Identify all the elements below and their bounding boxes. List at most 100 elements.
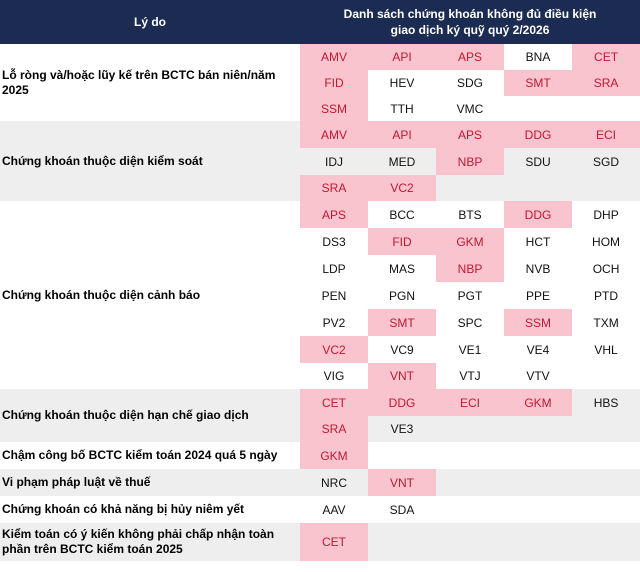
- empty-cell: [436, 442, 504, 469]
- ticker-cell: CET: [300, 523, 368, 561]
- reason-cell: Chứng khoán thuộc diện cảnh báo: [0, 201, 300, 389]
- table-row: PEN PGN PGT PPE PTD: [0, 282, 640, 309]
- ticker-cell: NRC: [300, 469, 368, 496]
- empty-cell: [572, 469, 640, 496]
- ticker-cell: DS3: [300, 228, 368, 255]
- empty-cell: [504, 469, 572, 496]
- ticker-cell: PGT: [436, 282, 504, 309]
- ticker-cell: VC2: [368, 175, 436, 201]
- ticker-cell: DDG: [504, 121, 572, 148]
- empty-cell: [436, 416, 504, 442]
- empty-cell: [368, 442, 436, 469]
- ticker-cell: TTH: [368, 96, 436, 121]
- ticker-cell: SPC: [436, 309, 504, 336]
- ticker-cell: LDP: [300, 255, 368, 282]
- list-header-line-1: Danh sách chứng khoán không đủ điều kiện: [343, 7, 597, 21]
- ticker-cell: GKM: [504, 389, 572, 416]
- ticker-cell: HEV: [368, 70, 436, 96]
- table-row: Chứng khoán có khả năng bị hủy niêm yết A…: [0, 496, 640, 523]
- table-row: Chứng khoán thuộc diện hạn chế giao dịch…: [0, 389, 640, 442]
- ticker-cell: PTD: [572, 282, 640, 309]
- ticker-cell: APS: [300, 201, 368, 228]
- ticker-cell: SSM: [300, 96, 368, 121]
- ticker-cell: FID: [300, 70, 368, 96]
- table-row: FID HEV SDG SMT SRA: [0, 70, 640, 96]
- ticker-cell: NBP: [436, 255, 504, 282]
- empty-cell: [572, 523, 640, 561]
- table-row: VIG VNT VTJ VTV: [0, 363, 640, 389]
- table-row: SRA VC2: [0, 175, 640, 201]
- empty-cell: [504, 416, 572, 442]
- ticker-cell: VMC: [436, 96, 504, 121]
- ticker-cell: NVB: [504, 255, 572, 282]
- table-row: Chậm công bố BCTC kiểm toán 2024 quá 5 n…: [0, 442, 640, 469]
- table-body: Lỗ ròng và/hoặc lũy kế trên BCTC bán niê…: [0, 44, 640, 561]
- empty-cell: [368, 523, 436, 561]
- table-row: Chứng khoán thuộc diện cảnh báo APS BCC BTS…: [0, 201, 640, 389]
- ticker-cell: SSM: [504, 309, 572, 336]
- reason-cell: Lỗ ròng và/hoặc lũy kế trên BCTC bán niê…: [0, 44, 300, 121]
- table-row: Chứng khoán thuộc diện kiểm soát AMV API AP…: [0, 121, 640, 201]
- ticker-cell: SRA: [300, 175, 368, 201]
- table-header-row: Lý do Danh sách chứng khoán không đủ điề…: [0, 0, 640, 44]
- ticker-cell: MAS: [368, 255, 436, 282]
- ticker-cell: BTS: [436, 201, 504, 228]
- empty-cell: [504, 523, 572, 561]
- ticker-cell: SRA: [300, 416, 368, 442]
- ticker-cell: IDJ: [300, 148, 368, 175]
- ticker-cell: HBS: [572, 389, 640, 416]
- ticker-cell: PEN: [300, 282, 368, 309]
- ticker-cell: VIG: [300, 363, 368, 389]
- empty-cell: [436, 469, 504, 496]
- list-column-header: Danh sách chứng khoán không đủ điều kiện…: [300, 0, 640, 44]
- table-row: Lỗ ròng và/hoặc lũy kế trên BCTC bán niê…: [0, 44, 640, 121]
- ticker-cell: BCC: [368, 201, 436, 228]
- ticker-cell: DDG: [504, 201, 572, 228]
- table-row: SSM TTH VMC: [0, 96, 640, 121]
- ticker-cell: ECI: [436, 389, 504, 416]
- ticker-cell: DHP: [572, 201, 640, 228]
- empty-cell: [436, 523, 504, 561]
- ticker-cell: VE1: [436, 336, 504, 363]
- ticker-cell: VNT: [368, 469, 436, 496]
- empty-cell: [436, 496, 504, 523]
- ticker-cell: SRA: [572, 70, 640, 96]
- ticker-cell: API: [368, 44, 436, 70]
- empty-cell: [504, 96, 572, 121]
- empty-cell: [572, 416, 640, 442]
- ticker-cell: API: [368, 121, 436, 148]
- ticker-cell: VTV: [504, 363, 572, 389]
- ticker-cell: VHL: [572, 336, 640, 363]
- ticker-cell: VTJ: [436, 363, 504, 389]
- empty-cell: [572, 442, 640, 469]
- ticker-cell: DDG: [368, 389, 436, 416]
- empty-cell: [572, 496, 640, 523]
- ticker-cell: VC9: [368, 336, 436, 363]
- ticker-cell: VC2: [300, 336, 368, 363]
- ticker-cell: OCH: [572, 255, 640, 282]
- ticker-cell: VE3: [368, 416, 436, 442]
- ticker-cell: HCT: [504, 228, 572, 255]
- empty-cell: [504, 442, 572, 469]
- ticker-cell: PGN: [368, 282, 436, 309]
- ticker-cell: SMT: [368, 309, 436, 336]
- reason-cell: Chứng khoán thuộc diện hạn chế giao dịch: [0, 389, 300, 442]
- table-row: DS3 FID GKM HCT HOM: [0, 228, 640, 255]
- reason-cell: Chứng khoán có khả năng bị hủy niêm yết: [0, 496, 300, 523]
- ticker-cell: AMV: [300, 44, 368, 70]
- ticker-cell: CET: [300, 389, 368, 416]
- table-row: Kiểm toán có ý kiến không phải chấp nhận…: [0, 523, 640, 561]
- table-row: Vi phạm pháp luật về thuế NRC VNT: [0, 469, 640, 496]
- empty-cell: [504, 496, 572, 523]
- ticker-cell: PV2: [300, 309, 368, 336]
- ticker-cell: SGD: [572, 148, 640, 175]
- table-row: PV2 SMT SPC SSM TXM: [0, 309, 640, 336]
- ticker-cell: HOM: [572, 228, 640, 255]
- reason-cell: Chậm công bố BCTC kiểm toán 2024 quá 5 n…: [0, 442, 300, 469]
- ticker-cell: VE4: [504, 336, 572, 363]
- table-row: SRA VE3: [0, 416, 640, 442]
- ticker-cell: ECI: [572, 121, 640, 148]
- ticker-cell: FID: [368, 228, 436, 255]
- table-row: VC2 VC9 VE1 VE4 VHL: [0, 336, 640, 363]
- table-row: LDP MAS NBP NVB OCH: [0, 255, 640, 282]
